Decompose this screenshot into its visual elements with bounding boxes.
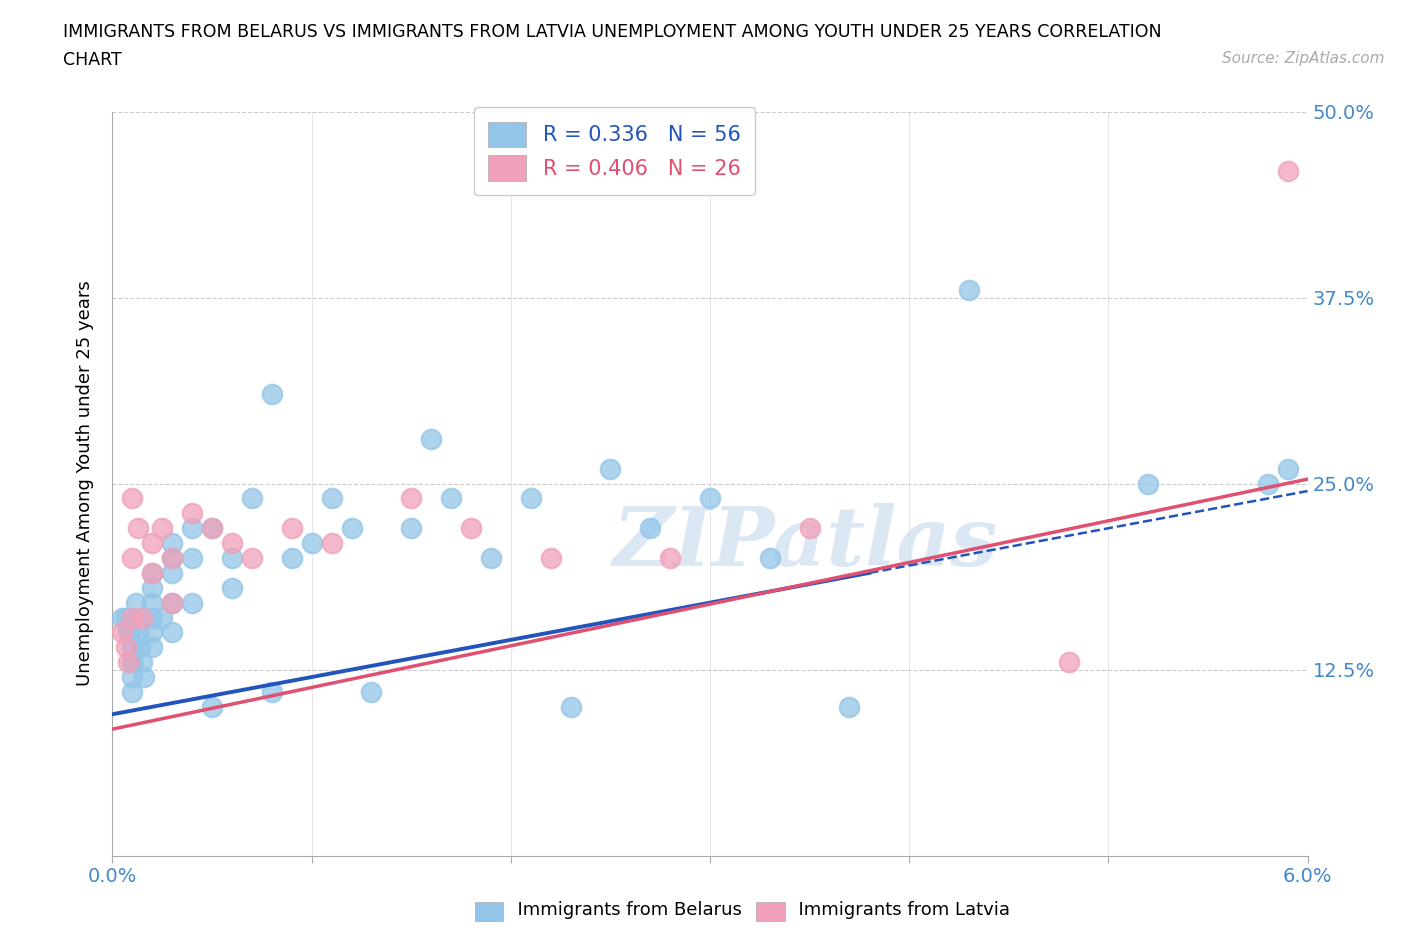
Point: [129, 640, 152, 655]
Point: [340, 521, 363, 536]
Point: [401, 521, 423, 536]
Point: [162, 595, 183, 610]
Text: ZIPatlas: ZIPatlas: [613, 503, 998, 583]
Point: [115, 610, 138, 625]
Point: [115, 640, 138, 655]
Point: [141, 565, 163, 580]
Point: [759, 551, 782, 565]
Point: [181, 551, 204, 565]
Point: [162, 551, 183, 565]
Point: [141, 565, 163, 580]
Point: [460, 521, 482, 536]
Point: [111, 625, 134, 640]
Point: [321, 536, 343, 551]
Point: [957, 283, 980, 298]
Point: [120, 625, 142, 640]
Point: [181, 506, 204, 521]
Text: Immigrants from Latvia: Immigrants from Latvia: [787, 900, 1011, 919]
Point: [221, 536, 243, 551]
Point: [134, 670, 156, 684]
Point: [121, 684, 143, 699]
Text: IMMIGRANTS FROM BELARUS VS IMMIGRANTS FROM LATVIA UNEMPLOYMENT AMONG YOUTH UNDER: IMMIGRANTS FROM BELARUS VS IMMIGRANTS FR…: [63, 23, 1161, 41]
Point: [420, 432, 443, 446]
Point: [221, 551, 243, 565]
Point: [599, 461, 621, 476]
Point: [260, 387, 283, 402]
Point: [141, 536, 163, 551]
Point: [127, 521, 149, 536]
Point: [181, 521, 204, 536]
Point: [162, 536, 183, 551]
Point: [1277, 461, 1299, 476]
Point: [127, 625, 149, 640]
Point: [240, 491, 263, 506]
Point: [121, 610, 143, 625]
Point: [141, 640, 163, 655]
Point: [121, 655, 143, 670]
Point: [121, 640, 143, 655]
Point: [281, 551, 304, 565]
Point: [440, 491, 463, 506]
Point: [360, 684, 382, 699]
Y-axis label: Unemployment Among Youth under 25 years: Unemployment Among Youth under 25 years: [76, 281, 94, 686]
Point: [659, 551, 682, 565]
Point: [121, 551, 143, 565]
Point: [260, 684, 283, 699]
Point: [201, 521, 224, 536]
Point: [125, 595, 148, 610]
Point: [111, 610, 134, 625]
Point: [131, 655, 153, 670]
Point: [141, 610, 163, 625]
Point: [301, 536, 323, 551]
Point: [117, 625, 139, 640]
Point: [281, 521, 304, 536]
Point: [838, 699, 860, 714]
Point: [401, 491, 423, 506]
Point: [321, 491, 343, 506]
Point: [520, 491, 543, 506]
Point: [640, 521, 662, 536]
Point: [162, 595, 183, 610]
Point: [162, 551, 183, 565]
Point: [1057, 655, 1080, 670]
Point: [162, 565, 183, 580]
Point: [1137, 476, 1160, 491]
Point: [117, 655, 139, 670]
Point: [150, 521, 173, 536]
Point: [201, 699, 224, 714]
Point: [121, 655, 143, 670]
Point: [141, 580, 163, 595]
Point: [240, 551, 263, 565]
Point: [799, 521, 821, 536]
Point: [141, 595, 163, 610]
Point: [121, 670, 143, 684]
Legend: R = 0.336   N = 56, R = 0.406   N = 26: R = 0.336 N = 56, R = 0.406 N = 26: [474, 107, 755, 195]
Point: [540, 551, 562, 565]
Text: CHART: CHART: [63, 51, 122, 69]
Point: [699, 491, 721, 506]
Point: [560, 699, 582, 714]
Point: [131, 610, 153, 625]
Point: [121, 491, 143, 506]
Text: Immigrants from Belarus: Immigrants from Belarus: [506, 900, 742, 919]
Point: [162, 625, 183, 640]
Point: [141, 625, 163, 640]
Point: [181, 595, 204, 610]
Point: [1277, 164, 1299, 179]
Text: Source: ZipAtlas.com: Source: ZipAtlas.com: [1222, 51, 1385, 66]
Point: [479, 551, 502, 565]
Point: [150, 610, 173, 625]
Point: [221, 580, 243, 595]
Point: [201, 521, 224, 536]
Point: [1257, 476, 1279, 491]
